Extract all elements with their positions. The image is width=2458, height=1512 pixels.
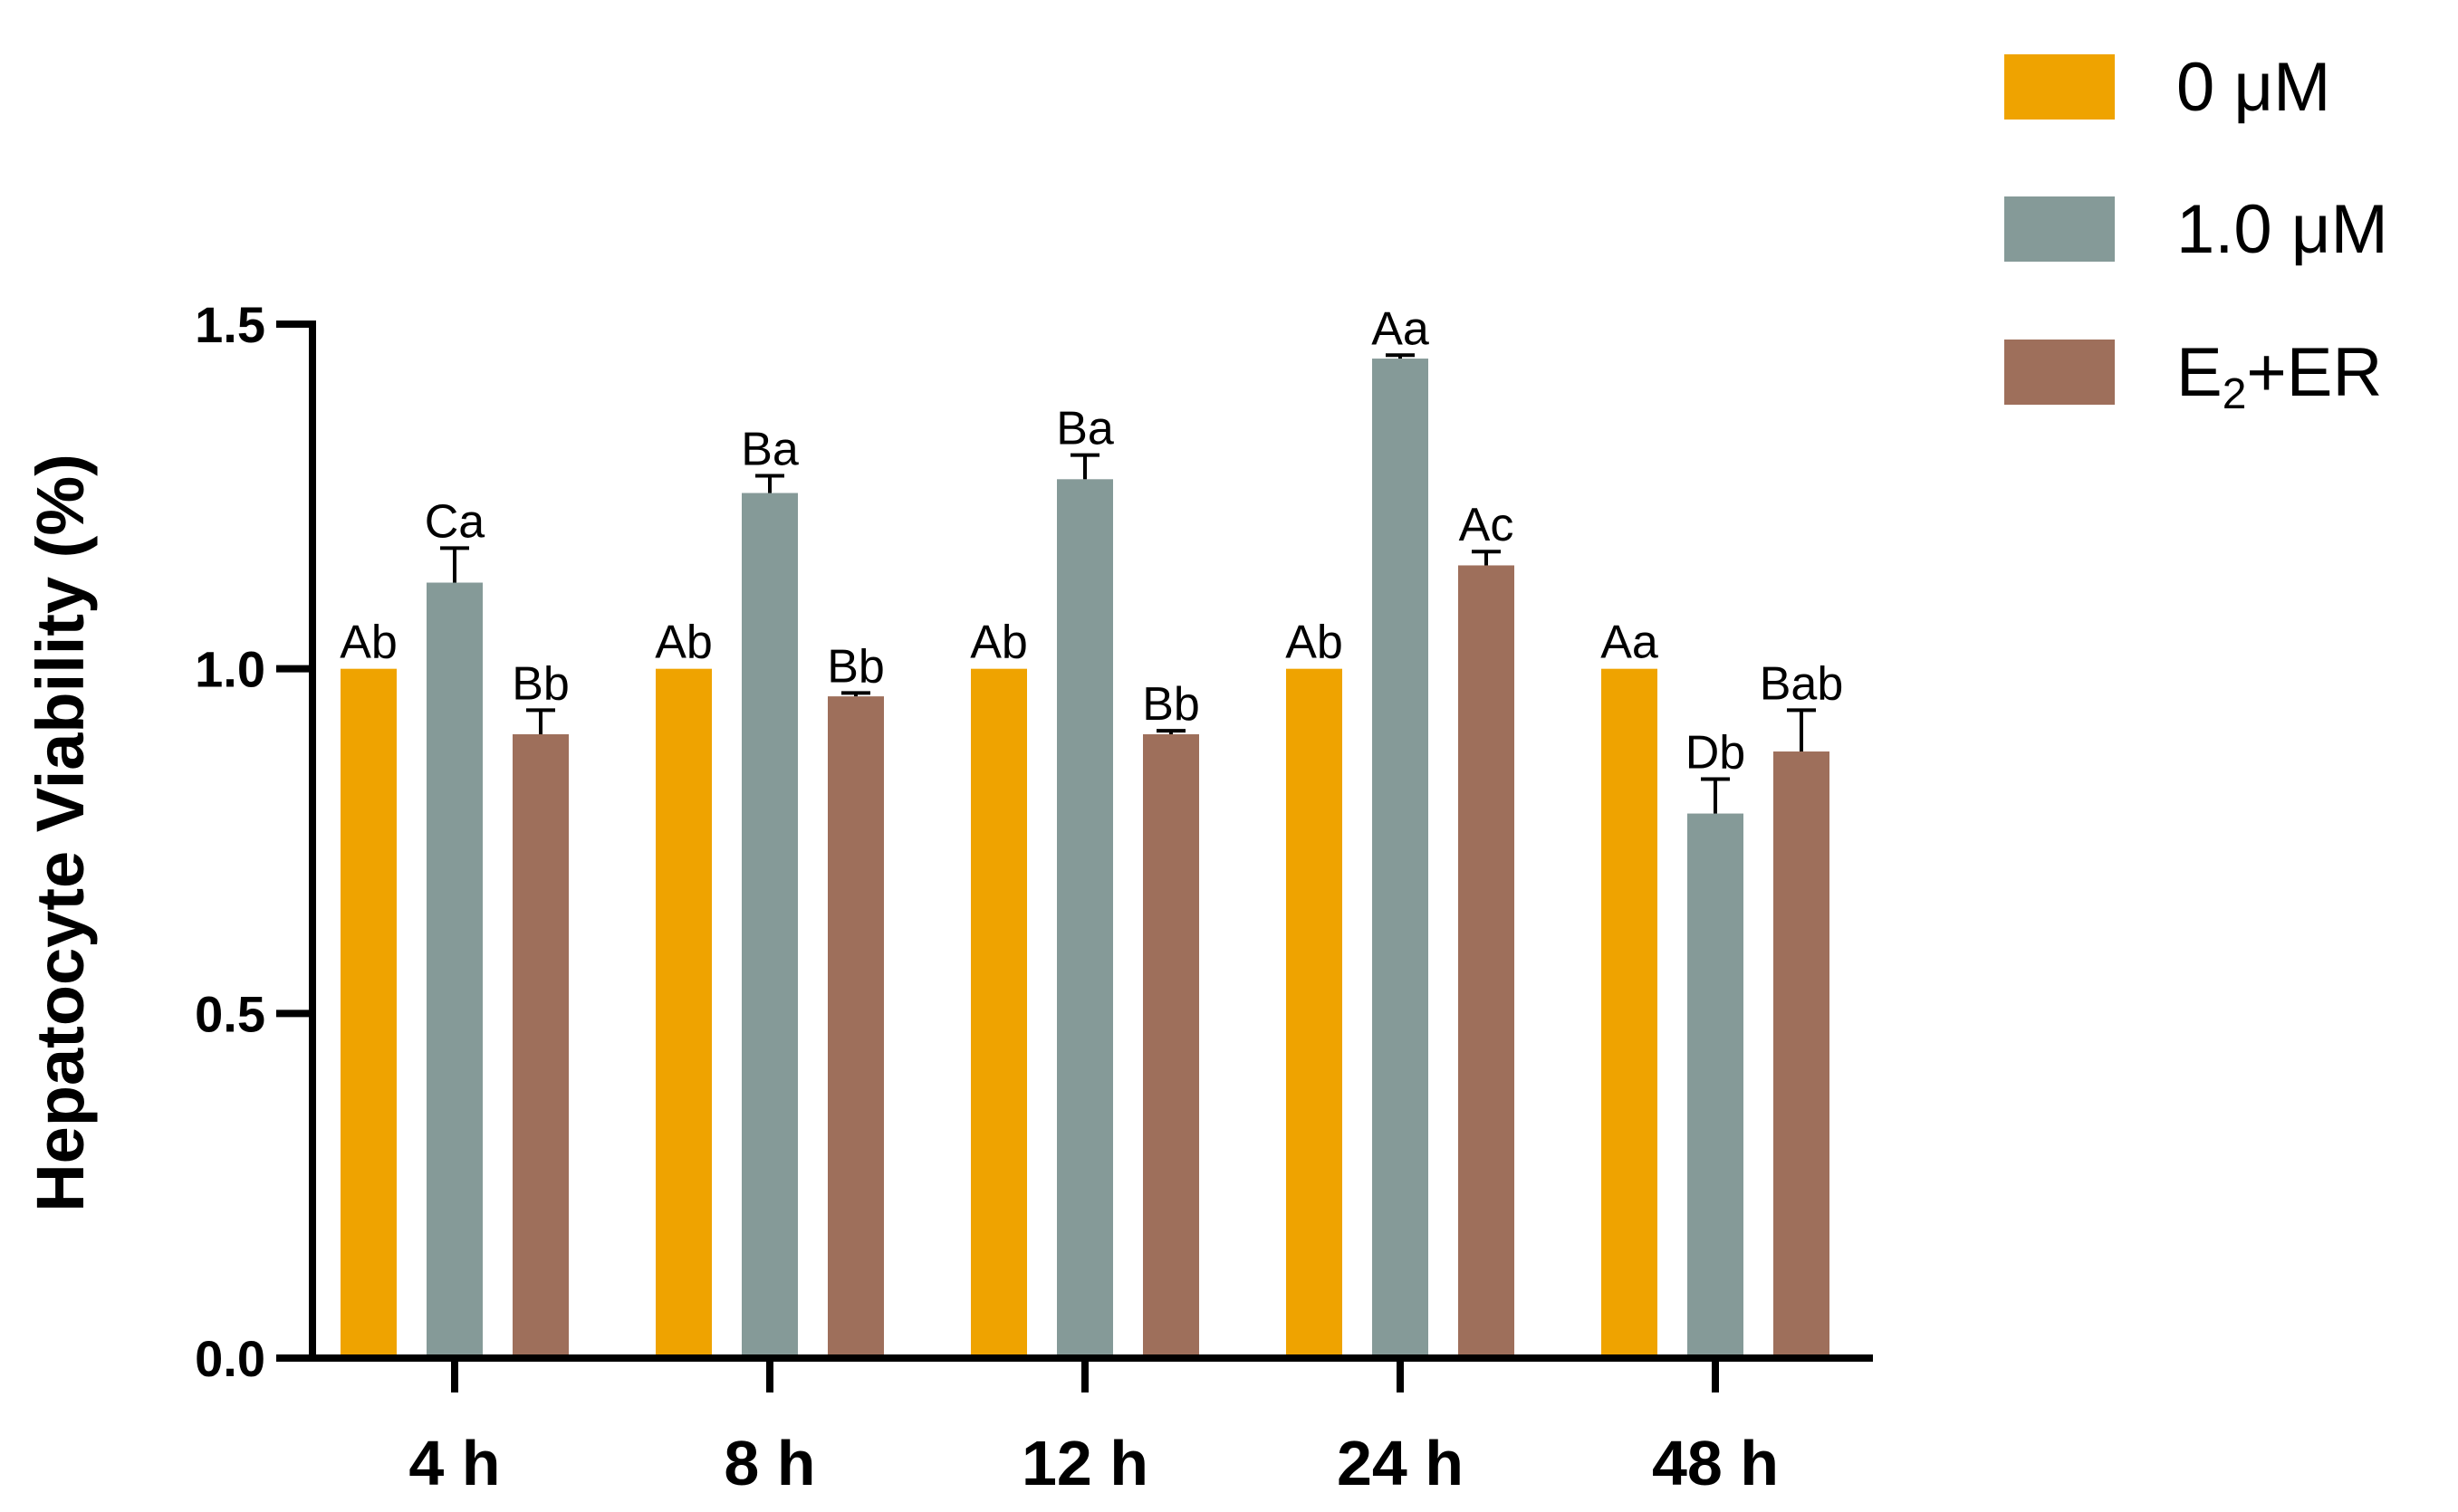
bar bbox=[513, 733, 569, 1358]
legend-label: 0 μM bbox=[2176, 49, 2330, 126]
significance-label: Ac bbox=[1459, 499, 1514, 551]
legend-swatch bbox=[2004, 196, 2115, 262]
legend-label: 1.0 μM bbox=[2176, 191, 2388, 268]
significance-label: Bb bbox=[827, 640, 885, 693]
y-tick-label: 1.5 bbox=[195, 296, 265, 353]
significance-label: Ab bbox=[655, 617, 713, 669]
legend-swatch bbox=[2004, 54, 2115, 120]
bar bbox=[1687, 813, 1743, 1358]
bar bbox=[1601, 668, 1657, 1358]
significance-label: Db bbox=[1685, 726, 1745, 779]
y-axis: 0.0 0.5 1.0 1.5 bbox=[195, 296, 316, 1387]
significance-label: Ab bbox=[1285, 617, 1343, 669]
significance-label: Ab bbox=[340, 617, 398, 669]
bar bbox=[427, 582, 483, 1358]
bar bbox=[656, 668, 712, 1358]
x-tick-label: 4 h bbox=[408, 1428, 500, 1498]
bar bbox=[1143, 733, 1199, 1358]
legend-label: E2+ER bbox=[2176, 334, 2382, 418]
bar bbox=[1773, 751, 1829, 1358]
y-tick-label: 1.0 bbox=[195, 641, 265, 698]
significance-label: Bb bbox=[1142, 678, 1200, 731]
bar bbox=[742, 493, 798, 1358]
y-tick-label: 0.5 bbox=[195, 985, 265, 1042]
significance-label: Bab bbox=[1760, 657, 1844, 710]
significance-label: Ab bbox=[970, 617, 1028, 669]
legend-swatch bbox=[2004, 340, 2115, 405]
bar bbox=[1372, 359, 1428, 1359]
x-tick-label: 8 h bbox=[724, 1428, 815, 1498]
bar bbox=[828, 696, 884, 1358]
significance-label: Ba bbox=[1056, 403, 1114, 455]
significance-label: Bb bbox=[512, 657, 570, 710]
significance-label: Ba bbox=[741, 423, 799, 475]
bar bbox=[1286, 668, 1342, 1358]
plot-area: Ab Ab Ab Ab Aa Ca Ba Ba Aa Db Bb Bb Bb Ac Bab bbox=[340, 302, 1844, 1359]
x-tick-label: 24 h bbox=[1337, 1428, 1464, 1498]
bar bbox=[1057, 479, 1113, 1358]
significance-label: Aa bbox=[1600, 617, 1658, 669]
bar bbox=[341, 668, 397, 1358]
x-axis: 4 h 8 h 12 h 24 h 48 h bbox=[309, 1354, 1873, 1498]
x-tick-label: 48 h bbox=[1652, 1428, 1779, 1498]
y-tick-label: 0.0 bbox=[195, 1330, 265, 1387]
bar bbox=[971, 668, 1027, 1358]
x-tick-label: 12 h bbox=[1022, 1428, 1148, 1498]
significance-label: Aa bbox=[1371, 302, 1429, 355]
bar bbox=[1458, 565, 1514, 1358]
legend: 0 μM 1.0 μM E2+ER bbox=[2004, 49, 2388, 418]
significance-label: Ca bbox=[425, 495, 485, 548]
y-axis-label: Hepatocyte Viability (%) bbox=[23, 454, 98, 1212]
